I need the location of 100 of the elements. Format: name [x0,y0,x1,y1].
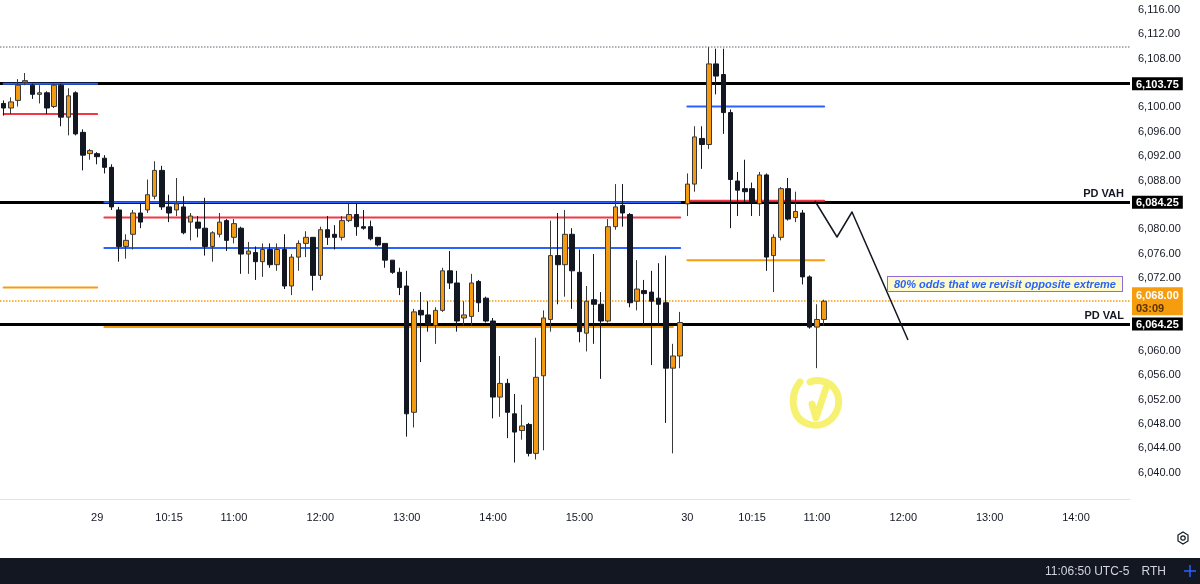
candlestick [238,226,244,275]
candlestick [706,46,712,150]
candlestick [735,171,740,217]
candlestick [713,48,719,95]
candlestick [757,171,762,217]
candlestick [94,151,100,165]
candlestick [15,78,21,107]
y-tick-label: 6,040.00 [1138,465,1181,478]
ref-line-label: 6,084.25 [1136,196,1179,209]
x-tick-label: 30 [681,510,694,523]
candlestick [800,209,805,285]
candlestick [282,233,287,290]
annotation: PD VAH [1083,186,1125,199]
candlestick [656,262,661,327]
y-tick-label: 6,116.00 [1138,3,1181,16]
candlestick [253,245,258,281]
candlestick [87,148,93,161]
y-tick-label: 6,048.00 [1138,416,1181,429]
candlestick [123,233,129,260]
x-tick-label: 12:00 [889,510,918,523]
text: 03:09 [1136,301,1165,314]
y-tick-label: 6,100.00 [1138,100,1181,113]
candlestick [318,226,323,281]
y-tick-label: 6,072.00 [1138,270,1181,283]
candlestick [260,242,265,278]
candlestick [778,186,784,241]
annotation: 80% odds that we revisit opposite extreme [887,276,1123,292]
candlestick [188,212,193,241]
candlestick [641,279,647,327]
candlestick [231,218,237,244]
candlestick [289,253,294,296]
candlestick [80,128,86,171]
candlestick [721,48,726,135]
candlestick [613,183,618,231]
candlestick [368,220,373,241]
candlestick [22,72,28,86]
candlestick [145,179,150,214]
x-tick-label: 13:00 [975,510,1004,523]
ref-line-label: 6,068.00 [1136,288,1179,301]
candlestick [51,83,57,109]
candlestick [533,337,539,460]
candlestick [217,212,222,238]
candlestick [246,241,251,275]
x-tick-label: 13:00 [392,510,421,523]
candlestick [476,279,481,313]
x-tick-label: 29 [91,510,104,523]
candlestick [325,215,330,246]
candlestick [66,87,71,136]
y-tick-label: 6,080.00 [1138,222,1181,235]
candlestick [181,195,186,235]
y-tick-label: 6,076.00 [1138,246,1181,259]
candlestick [37,84,42,104]
candlestick [58,83,64,127]
x-tick-label: 14:00 [1062,510,1090,523]
y-tick-label: 6,088.00 [1138,173,1181,186]
candlestick [519,404,525,441]
candlestick [102,154,107,174]
candlestick [210,230,215,263]
x-tick-label: 15:00 [565,510,594,523]
candlestick [793,191,798,223]
candlestick [267,242,273,269]
candlestick [130,209,136,250]
annotation: PD VAL [1084,308,1125,321]
x-tick-label: 11:00 [220,510,248,523]
candlestick [390,259,395,275]
candlestick [569,227,575,310]
candlestick [685,172,690,217]
candlestick [109,163,114,211]
candlestick [577,249,582,343]
candlestick [627,212,633,308]
candlestick [562,209,568,298]
candlestick [807,274,812,330]
y-tick-label: 6,092.00 [1138,149,1181,162]
x-tick-label: 12:00 [306,510,335,523]
candlestick [785,177,791,222]
candlestick [728,109,733,229]
candlestick [30,83,35,100]
candlestick [73,90,78,136]
y-tick-label: 6,052.00 [1138,392,1181,405]
y-tick-label: 6,108.00 [1138,51,1181,64]
y-tick-label: 6,056.00 [1138,368,1181,381]
y-tick-label: 6,112.00 [1138,27,1181,40]
candlestick [649,270,654,366]
candlestick [361,209,366,231]
candlestick [764,172,769,272]
candlestick [303,230,309,258]
candlestick [497,355,503,418]
candlestick [663,255,669,424]
candlestick [310,236,316,292]
candlestick [526,422,532,457]
ref-line-label: 6,103.75 [1136,77,1179,90]
candlestick [354,203,359,237]
y-tick-label: 6,060.00 [1138,343,1181,356]
candlestick [332,224,337,250]
candlestick [152,160,157,200]
x-tick-label: 10:15 [738,510,766,523]
candlestick [555,212,561,305]
candlestick [620,183,625,228]
x-tick-label: 11:00 [803,510,831,523]
candlestick [699,125,705,170]
